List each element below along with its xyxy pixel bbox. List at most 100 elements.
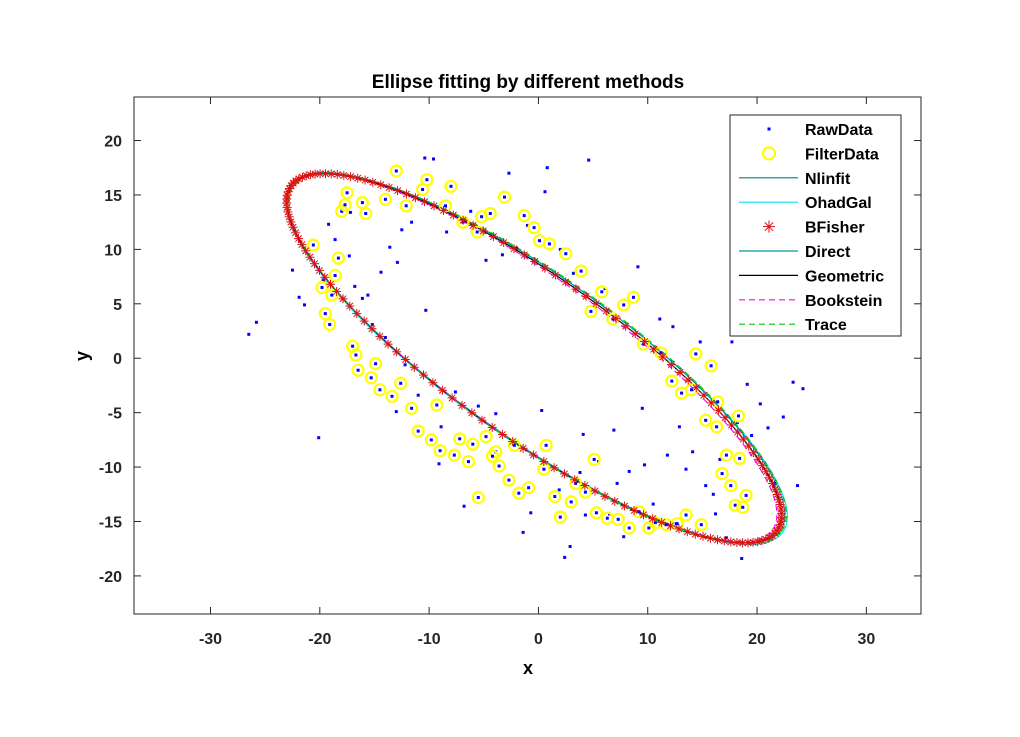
bfisher-point [675,367,685,377]
rawdata-point [484,258,488,262]
asterisk-stroke [500,239,508,247]
bfisher-point [409,362,419,372]
asterisk-stroke [449,211,457,219]
bfisher-point [620,501,630,511]
filterdata-center [503,195,506,199]
curve-trace [287,173,787,545]
bfisher-point [674,524,684,534]
bfisher-point [478,226,488,236]
filterdata-center [488,212,492,215]
asterisk-stroke [754,455,762,463]
asterisk-stroke [758,462,766,470]
filterdata-point [626,290,641,304]
asterisk-stroke [771,529,779,537]
asterisk-stroke [754,538,762,546]
filterdata-center [659,351,663,355]
filterdata-point [433,444,447,458]
rawdata-point [568,545,572,548]
filterdata-point [444,179,458,193]
bfisher-point [774,523,784,533]
filterdata-center [684,513,688,517]
legend-label: Geometric [805,268,884,285]
filterdata-point [589,506,604,520]
filterdata-center [512,443,516,447]
asterisk-stroke [295,235,303,243]
asterisk-stroke [440,206,448,214]
asterisk-stroke [572,285,580,293]
asterisk-stroke [401,356,409,364]
filterdata-point [704,359,718,373]
filterdata-point [325,288,339,302]
filterdata-point [732,451,747,465]
bfisher-point [518,443,528,453]
bfisher-point [683,375,693,385]
filterdata-center [429,438,433,442]
asterisk-stroke [727,421,736,429]
rawdata-point [388,245,392,249]
rawdata-point [394,410,398,414]
bfisher-point [667,360,676,370]
asterisk-stroke [581,482,589,490]
asterisk-stroke [429,379,437,387]
asterisk-stroke [769,480,777,488]
filterdata-point [587,452,601,466]
filterdata-point [420,173,434,187]
bfisher-series [282,169,786,548]
filterdata-point [483,206,497,221]
asterisk-stroke [339,295,347,303]
bfisher-point [499,238,509,247]
bfisher-point [301,171,311,181]
rawdata-point [247,332,251,336]
rawdata-point [691,450,695,454]
asterisk-stroke [498,430,506,439]
asterisk-stroke [602,307,610,315]
filterdata-center [569,500,573,504]
asterisk-stroke [489,233,497,241]
asterisk-stroke [438,386,446,394]
rawdata-point [540,409,544,412]
asterisk-stroke [321,170,330,178]
y-tick-label: -15 [99,514,122,531]
filterdata-center [328,323,332,326]
asterisk-stroke [411,194,419,202]
filterdata-center [497,464,501,468]
bfisher-point [719,536,729,546]
filterdata-center [491,454,494,458]
asterisk-stroke [744,539,752,547]
asterisk-stroke [394,187,402,195]
filterdata-point [349,348,363,362]
rawdata-point [740,557,744,560]
asterisk-stroke [713,536,722,544]
bfisher-point [639,510,648,520]
filterdata-point [335,204,349,218]
bfisher-point [726,537,736,547]
rawdata-point [400,228,404,232]
asterisk-stroke [714,406,722,414]
y-tick-label: -20 [99,569,122,586]
rawdata-point [321,278,325,282]
filterdata-point [438,199,453,213]
filterdata-center [354,353,358,357]
rawdata-point [366,293,370,297]
filterdata-point [373,383,387,397]
asterisk-stroke [306,171,314,179]
asterisk-stroke [529,451,537,459]
filterdata-point [385,389,399,403]
filterdata-point [553,510,567,524]
filterdata-point [502,473,516,487]
asterisk-stroke [289,223,297,231]
filterdata-point [405,401,419,415]
asterisk-stroke [650,345,658,353]
asterisk-stroke [666,522,675,530]
filterdata-point [338,198,352,212]
filterdata-center [364,212,368,215]
bfisher-point [713,535,722,545]
asterisk-stroke [333,170,341,179]
filterdata-point [694,518,708,532]
filterdata-center [627,526,631,530]
asterisk-stroke [310,260,319,268]
filterdata-point [306,238,320,252]
bfisher-point [315,265,324,275]
rawdata-point [327,222,331,226]
y-axis-label: y [72,351,92,361]
